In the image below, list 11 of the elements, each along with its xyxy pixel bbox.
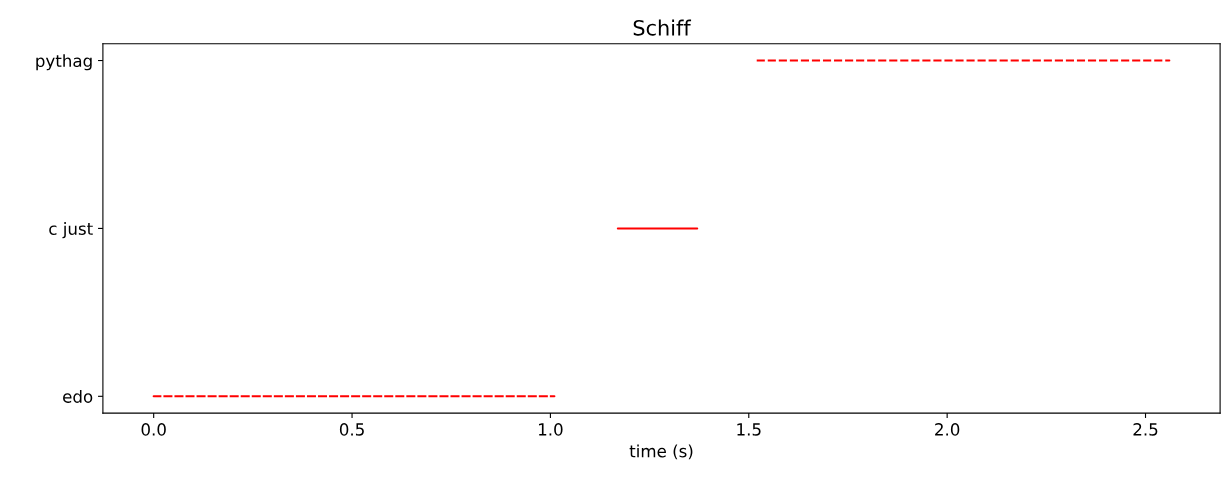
x-axis-title: time (s) [629, 444, 693, 460]
y-tick-label: edo [63, 389, 93, 403]
x-tick-label: 0.0 [141, 423, 166, 436]
x-tick-label: 2.0 [935, 423, 960, 436]
chart-title: Schiff [633, 19, 692, 36]
y-tick-label: pythag [36, 54, 92, 71]
y-tick-label: c just [49, 222, 93, 239]
x-tick-label: 0.5 [339, 423, 364, 436]
x-tick-label: 2.5 [1133, 423, 1158, 436]
x-tick-label: 1.0 [538, 423, 563, 436]
x-tick-label: 1.5 [737, 423, 761, 436]
